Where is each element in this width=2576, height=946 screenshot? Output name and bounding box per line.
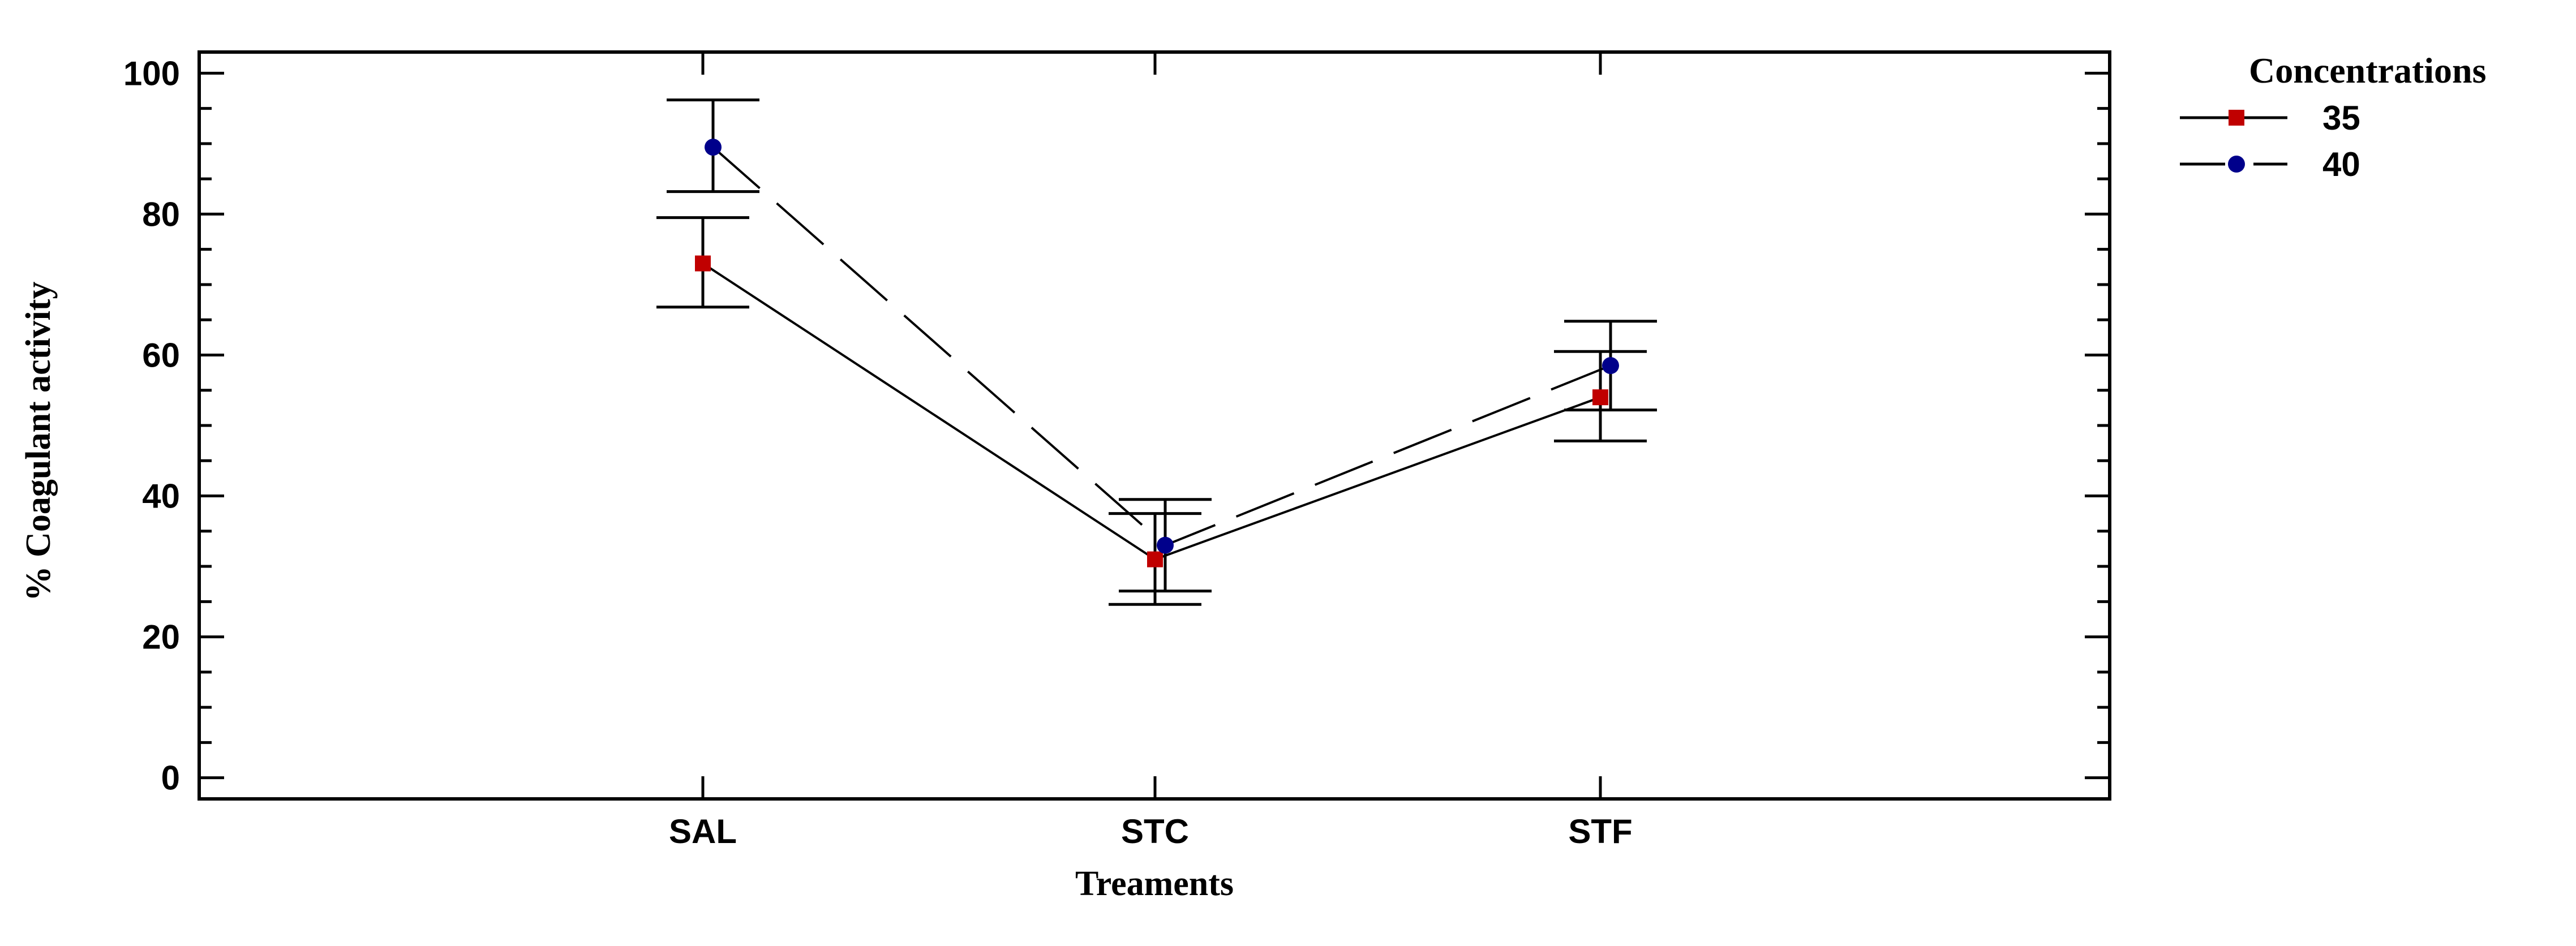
y-tick-label: 40 [142, 478, 180, 515]
legend-label-40: 40 [2322, 145, 2360, 183]
data-point-35 [1592, 389, 1608, 406]
x-ticks: SAL STC STF [669, 52, 1633, 850]
data-point-35 [1147, 551, 1163, 567]
y-tick-label: 20 [142, 618, 180, 656]
series-layer [656, 98, 1657, 606]
series-line-40 [712, 146, 1611, 547]
legend-title: Concentrations [2249, 50, 2487, 91]
x-tick-label: SAL [669, 812, 737, 850]
legend-marker-35 [2229, 110, 2244, 126]
y-ticks: 0 20 40 60 80 100 [123, 54, 2110, 797]
plot-frame [198, 50, 2111, 801]
y-tick-label: 60 [142, 336, 180, 374]
data-point-40 [1157, 536, 1174, 554]
legend-marker-40 [2228, 156, 2245, 173]
data-point-40 [1602, 357, 1619, 375]
data-point-40 [705, 139, 722, 156]
y-tick-label: 0 [161, 759, 180, 797]
data-point-35 [695, 255, 711, 272]
legend-label-35: 35 [2322, 99, 2360, 137]
y-axis-title: % Coagulant activity [19, 282, 58, 601]
y-tick-label: 100 [123, 54, 180, 92]
x-axis-title: Treaments [1075, 865, 1234, 903]
y-tick-label: 80 [142, 195, 180, 233]
x-tick-label: STF [1568, 812, 1632, 850]
x-tick-label: STC [1121, 812, 1189, 850]
